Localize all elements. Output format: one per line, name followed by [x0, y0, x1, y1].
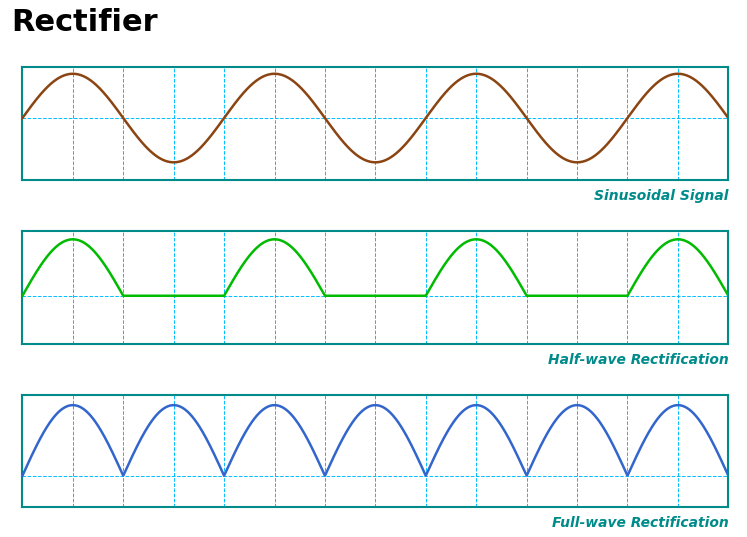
Text: Rectifier: Rectifier: [11, 8, 158, 37]
Text: Half-wave Rectification: Half-wave Rectification: [548, 353, 728, 367]
Text: Sinusoidal Signal: Sinusoidal Signal: [594, 189, 728, 203]
Text: Full-wave Rectification: Full-wave Rectification: [551, 517, 728, 531]
